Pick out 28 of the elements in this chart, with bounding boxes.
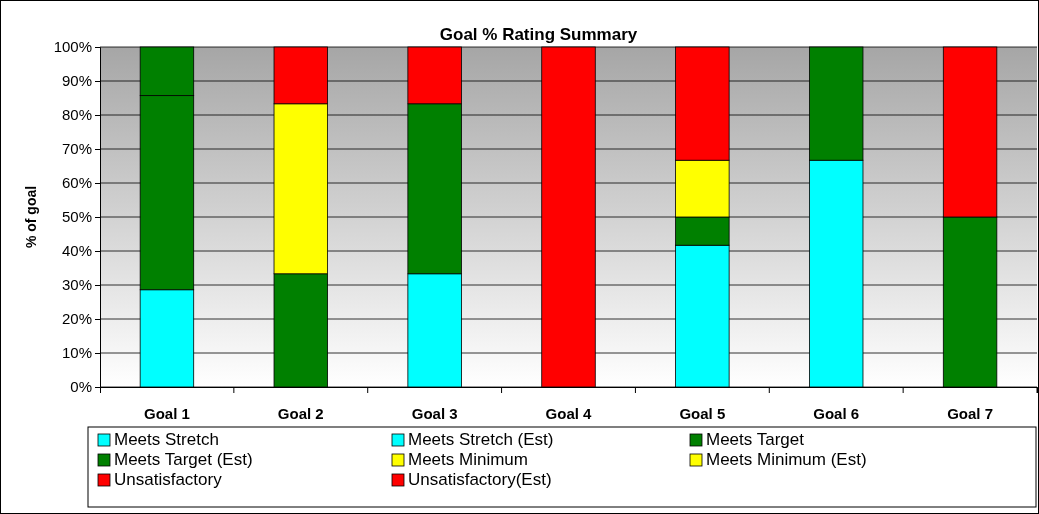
legend-label: Meets Target	[706, 430, 805, 449]
y-tick-label: 70%	[61, 140, 92, 158]
y-tick-label: 40%	[61, 242, 92, 260]
chart-title: Goal % Rating Summary	[439, 25, 638, 44]
legend-label: Meets Stretch	[114, 430, 219, 449]
y-tick-label: 30%	[61, 276, 92, 294]
legend-label: Meets Target (Est)	[114, 450, 253, 469]
x-tick-label: Goal 6	[813, 405, 860, 423]
y-tick-label: 100%	[53, 38, 92, 56]
legend-label: Meets Stretch (Est)	[408, 430, 554, 449]
legend-label: Meets Minimum (Est)	[706, 450, 867, 469]
y-axis-title: % of goal	[23, 185, 39, 249]
x-tick-label: Goal 1	[144, 405, 190, 423]
y-tick-label: 60%	[61, 174, 92, 192]
legend-label: Unsatisfactory	[114, 470, 223, 489]
x-tick-label: Goal 5	[679, 405, 726, 423]
x-tick-label: Goal 2	[277, 405, 324, 423]
x-tick-label: Goal 4	[545, 405, 593, 423]
y-tick-label: 90%	[61, 72, 92, 90]
y-tick-label: 20%	[61, 310, 92, 328]
x-tick-label: Goal 3	[411, 405, 458, 423]
y-tick-label: 0%	[70, 378, 92, 396]
legend-label: Meets Minimum	[408, 450, 528, 469]
y-tick-label: 50%	[61, 208, 92, 226]
y-tick-label: 80%	[61, 106, 92, 124]
legend-label: Unsatisfactory(Est)	[408, 470, 552, 489]
x-tick-label: Goal 7	[947, 405, 993, 423]
y-tick-label: 10%	[61, 344, 92, 362]
